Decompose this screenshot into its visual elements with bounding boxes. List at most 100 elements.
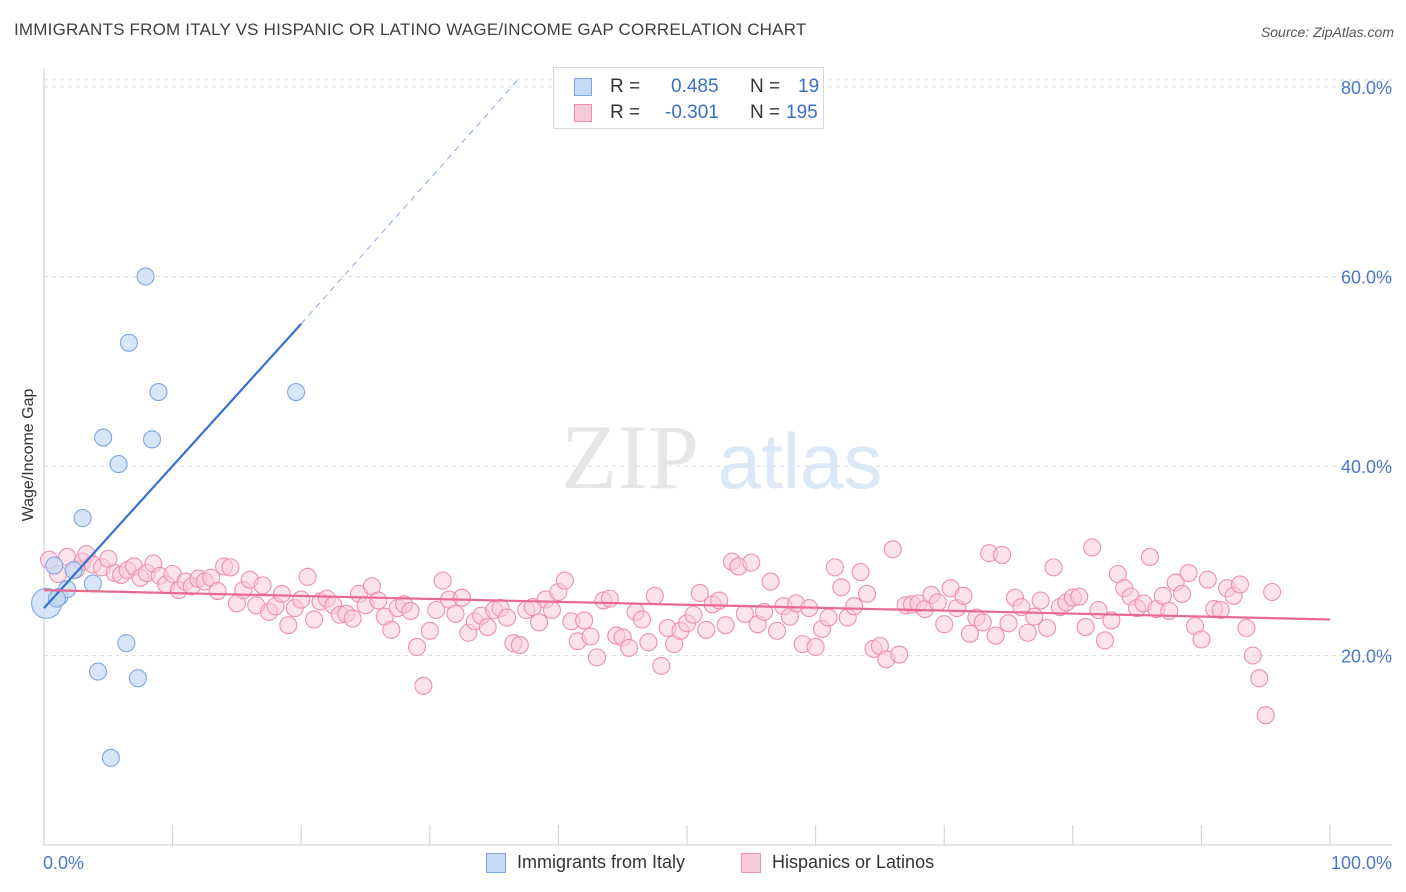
hispanic-point	[1237, 618, 1256, 638]
bottom-legend-label-italy: Immigrants from Italy	[517, 852, 686, 872]
italy-point	[142, 430, 162, 449]
hispanic-point	[1140, 547, 1160, 566]
y-tick-labels: 20.0% 40.0% 60.0% 80.0%	[1341, 78, 1392, 667]
hispanic-point	[401, 601, 420, 621]
hispanic-point	[407, 637, 426, 657]
hispanic-point	[1038, 618, 1057, 638]
hispanic-point	[819, 608, 838, 627]
hispanic-point	[427, 600, 446, 620]
italy-points	[31, 267, 306, 767]
hispanic-point	[478, 618, 497, 637]
hispanic-point	[767, 621, 787, 640]
hispanic-point	[697, 620, 716, 639]
hispanic-point	[806, 637, 825, 657]
hispanic-point	[1031, 591, 1050, 610]
watermark-atlas: atlas	[718, 417, 883, 505]
hispanic-point	[1192, 630, 1211, 649]
legend-swatch-hispanic	[574, 104, 592, 122]
hispanic-point	[600, 589, 619, 608]
hispanic-point	[382, 620, 401, 639]
italy-point	[287, 383, 306, 402]
x-tick-label-max: 100.0%	[1331, 853, 1392, 873]
legend-r-value: 0.485	[671, 76, 719, 97]
y-tick-label: 20.0%	[1341, 646, 1392, 666]
legend-r-label: R =	[610, 102, 641, 123]
italy-trend-extension	[300, 77, 521, 325]
italy-point	[45, 556, 64, 575]
hispanic-point	[851, 563, 870, 582]
italy-point	[88, 662, 108, 681]
axes	[43, 68, 1392, 846]
hispanic-point	[587, 648, 607, 667]
hispanic-point	[292, 590, 311, 609]
watermark-zip: ZIP	[561, 406, 699, 508]
source-label: Source: ZipAtlas.com	[1260, 24, 1394, 40]
chart-title: IMMIGRANTS FROM ITALY VS HISPANIC OR LAT…	[14, 20, 807, 39]
hispanic-point	[305, 610, 324, 629]
hispanic-point	[1095, 631, 1114, 650]
legend-r-label: R =	[610, 76, 641, 97]
hispanic-point	[1198, 570, 1217, 589]
hispanic-point	[716, 616, 735, 635]
hispanic-point	[954, 586, 973, 605]
hispanic-point	[221, 558, 240, 577]
italy-point	[149, 383, 168, 402]
italy-point	[136, 267, 155, 286]
hispanic-point	[620, 638, 639, 657]
hispanic-point	[999, 614, 1018, 633]
hispanic-point	[993, 545, 1012, 565]
legend-n-value: 19	[798, 76, 820, 97]
hispanic-point	[581, 627, 600, 646]
hispanic-point	[575, 611, 594, 630]
hispanic-point	[1263, 582, 1282, 602]
hispanic-point	[343, 609, 362, 628]
y-tick-label: 60.0%	[1341, 267, 1392, 287]
bottom-legend-label-hispanic: Hispanics or Latinos	[772, 852, 935, 872]
hispanic-point	[1083, 538, 1102, 557]
bottom-legend-swatch-hispanic	[741, 853, 761, 873]
watermark: ZIP atlas	[561, 406, 882, 508]
hispanic-point	[684, 605, 703, 624]
hispanic-point	[1243, 646, 1262, 665]
hispanic-points	[40, 538, 1282, 725]
hispanic-point	[935, 615, 954, 634]
hispanic-point	[890, 645, 909, 664]
stats-legend: R = 0.485 N = 19 R = -0.301 N = 195	[553, 67, 824, 129]
hispanic-point	[857, 584, 877, 603]
legend-r-value: -0.301	[665, 102, 719, 123]
italy-point	[101, 748, 120, 767]
hispanic-point	[298, 567, 317, 586]
hispanic-point	[555, 571, 574, 590]
italy-point	[119, 333, 138, 352]
hispanic-point	[645, 586, 664, 605]
hispanic-point	[1153, 586, 1172, 605]
hispanic-point	[960, 624, 979, 643]
hispanic-point	[639, 633, 658, 652]
italy-trend-line	[43, 323, 303, 609]
hispanic-point	[1018, 623, 1037, 642]
italy-point	[64, 561, 83, 580]
y-tick-label: 80.0%	[1341, 78, 1392, 98]
hispanic-point	[542, 600, 562, 620]
italy-point	[109, 455, 128, 474]
legend-n-value: 195	[786, 102, 818, 123]
hispanic-point	[1211, 600, 1230, 620]
hispanic-point	[986, 626, 1005, 645]
hispanic-point	[632, 610, 652, 629]
hispanic-point	[497, 608, 517, 627]
hispanic-point	[272, 584, 291, 603]
legend-swatch-italy	[574, 78, 592, 96]
hispanic-point	[208, 582, 227, 601]
trend-lines	[43, 77, 1331, 621]
legend-n-label: N =	[750, 76, 781, 97]
hispanic-point	[369, 591, 388, 610]
hispanic-point	[1076, 618, 1095, 637]
hispanic-point	[832, 578, 851, 597]
hispanic-point	[446, 604, 465, 623]
hispanic-point	[279, 616, 298, 635]
x-tick-label-min: 0.0%	[43, 853, 84, 873]
legend-n-label: N =	[750, 102, 781, 123]
hispanic-point	[1256, 706, 1275, 725]
hispanic-point	[433, 571, 452, 590]
